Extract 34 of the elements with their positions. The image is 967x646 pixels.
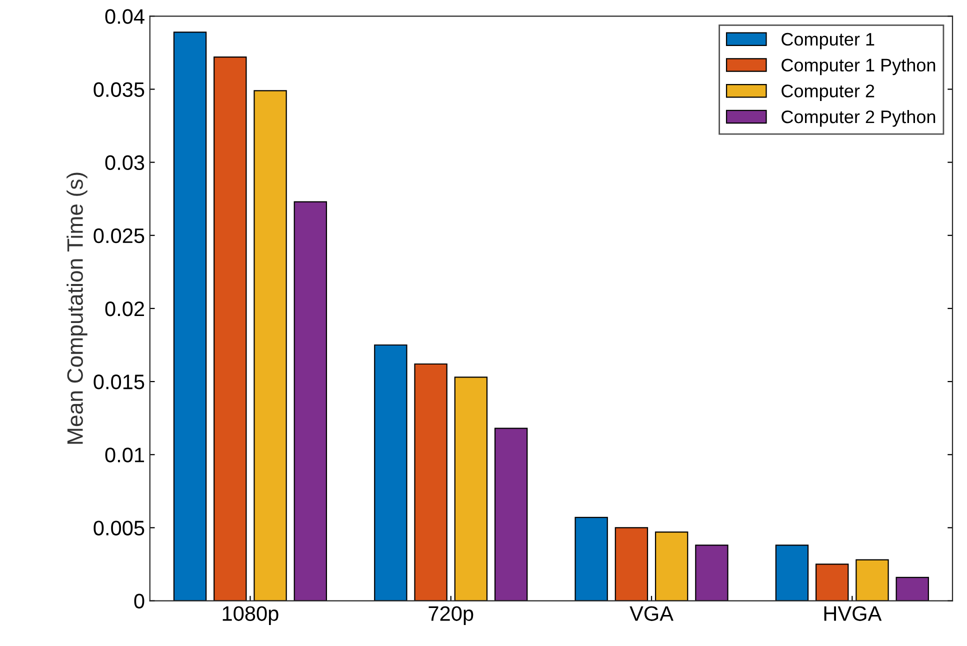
y-tick-label: 0.015: [94, 374, 144, 390]
bar: [695, 544, 728, 601]
bar: [815, 564, 849, 601]
bar: [775, 544, 809, 601]
x-tick-label: 1080p: [222, 606, 278, 626]
bar: [654, 532, 688, 601]
legend-label: Computer 2 Python: [782, 110, 936, 127]
bar: [173, 32, 207, 601]
bar: [896, 576, 929, 601]
bar: [856, 559, 889, 601]
y-tick-label: 0.035: [94, 82, 144, 97]
y-tick-label: 0.01: [105, 448, 144, 462]
y-tick-label: 0.03: [105, 155, 144, 170]
bar: [294, 201, 328, 601]
legend-label: Computer 1: [782, 32, 874, 50]
y-axis-title: Mean Computation Time (s): [66, 172, 88, 444]
y-tick-label: 0.04: [105, 9, 144, 24]
y-tick-label: 0.025: [94, 228, 144, 244]
bar: [374, 344, 408, 601]
y-tick-label: 0.005: [94, 520, 144, 536]
x-tick-label: VGA: [630, 606, 674, 621]
legend-label: Computer 2: [782, 84, 874, 101]
x-tick-label: HVGA: [824, 606, 882, 621]
bar: [254, 90, 287, 601]
legend-label: Computer 1 Python: [782, 58, 936, 76]
y-tick-label: 0.02: [105, 301, 144, 316]
bar: [614, 527, 648, 601]
bar: [214, 56, 247, 601]
bar: [494, 428, 528, 601]
bar: [414, 363, 448, 601]
y-tick-label: 0: [134, 594, 144, 609]
x-tick-label: 720p: [428, 606, 474, 626]
bar: [574, 516, 608, 601]
bar: [454, 376, 488, 601]
